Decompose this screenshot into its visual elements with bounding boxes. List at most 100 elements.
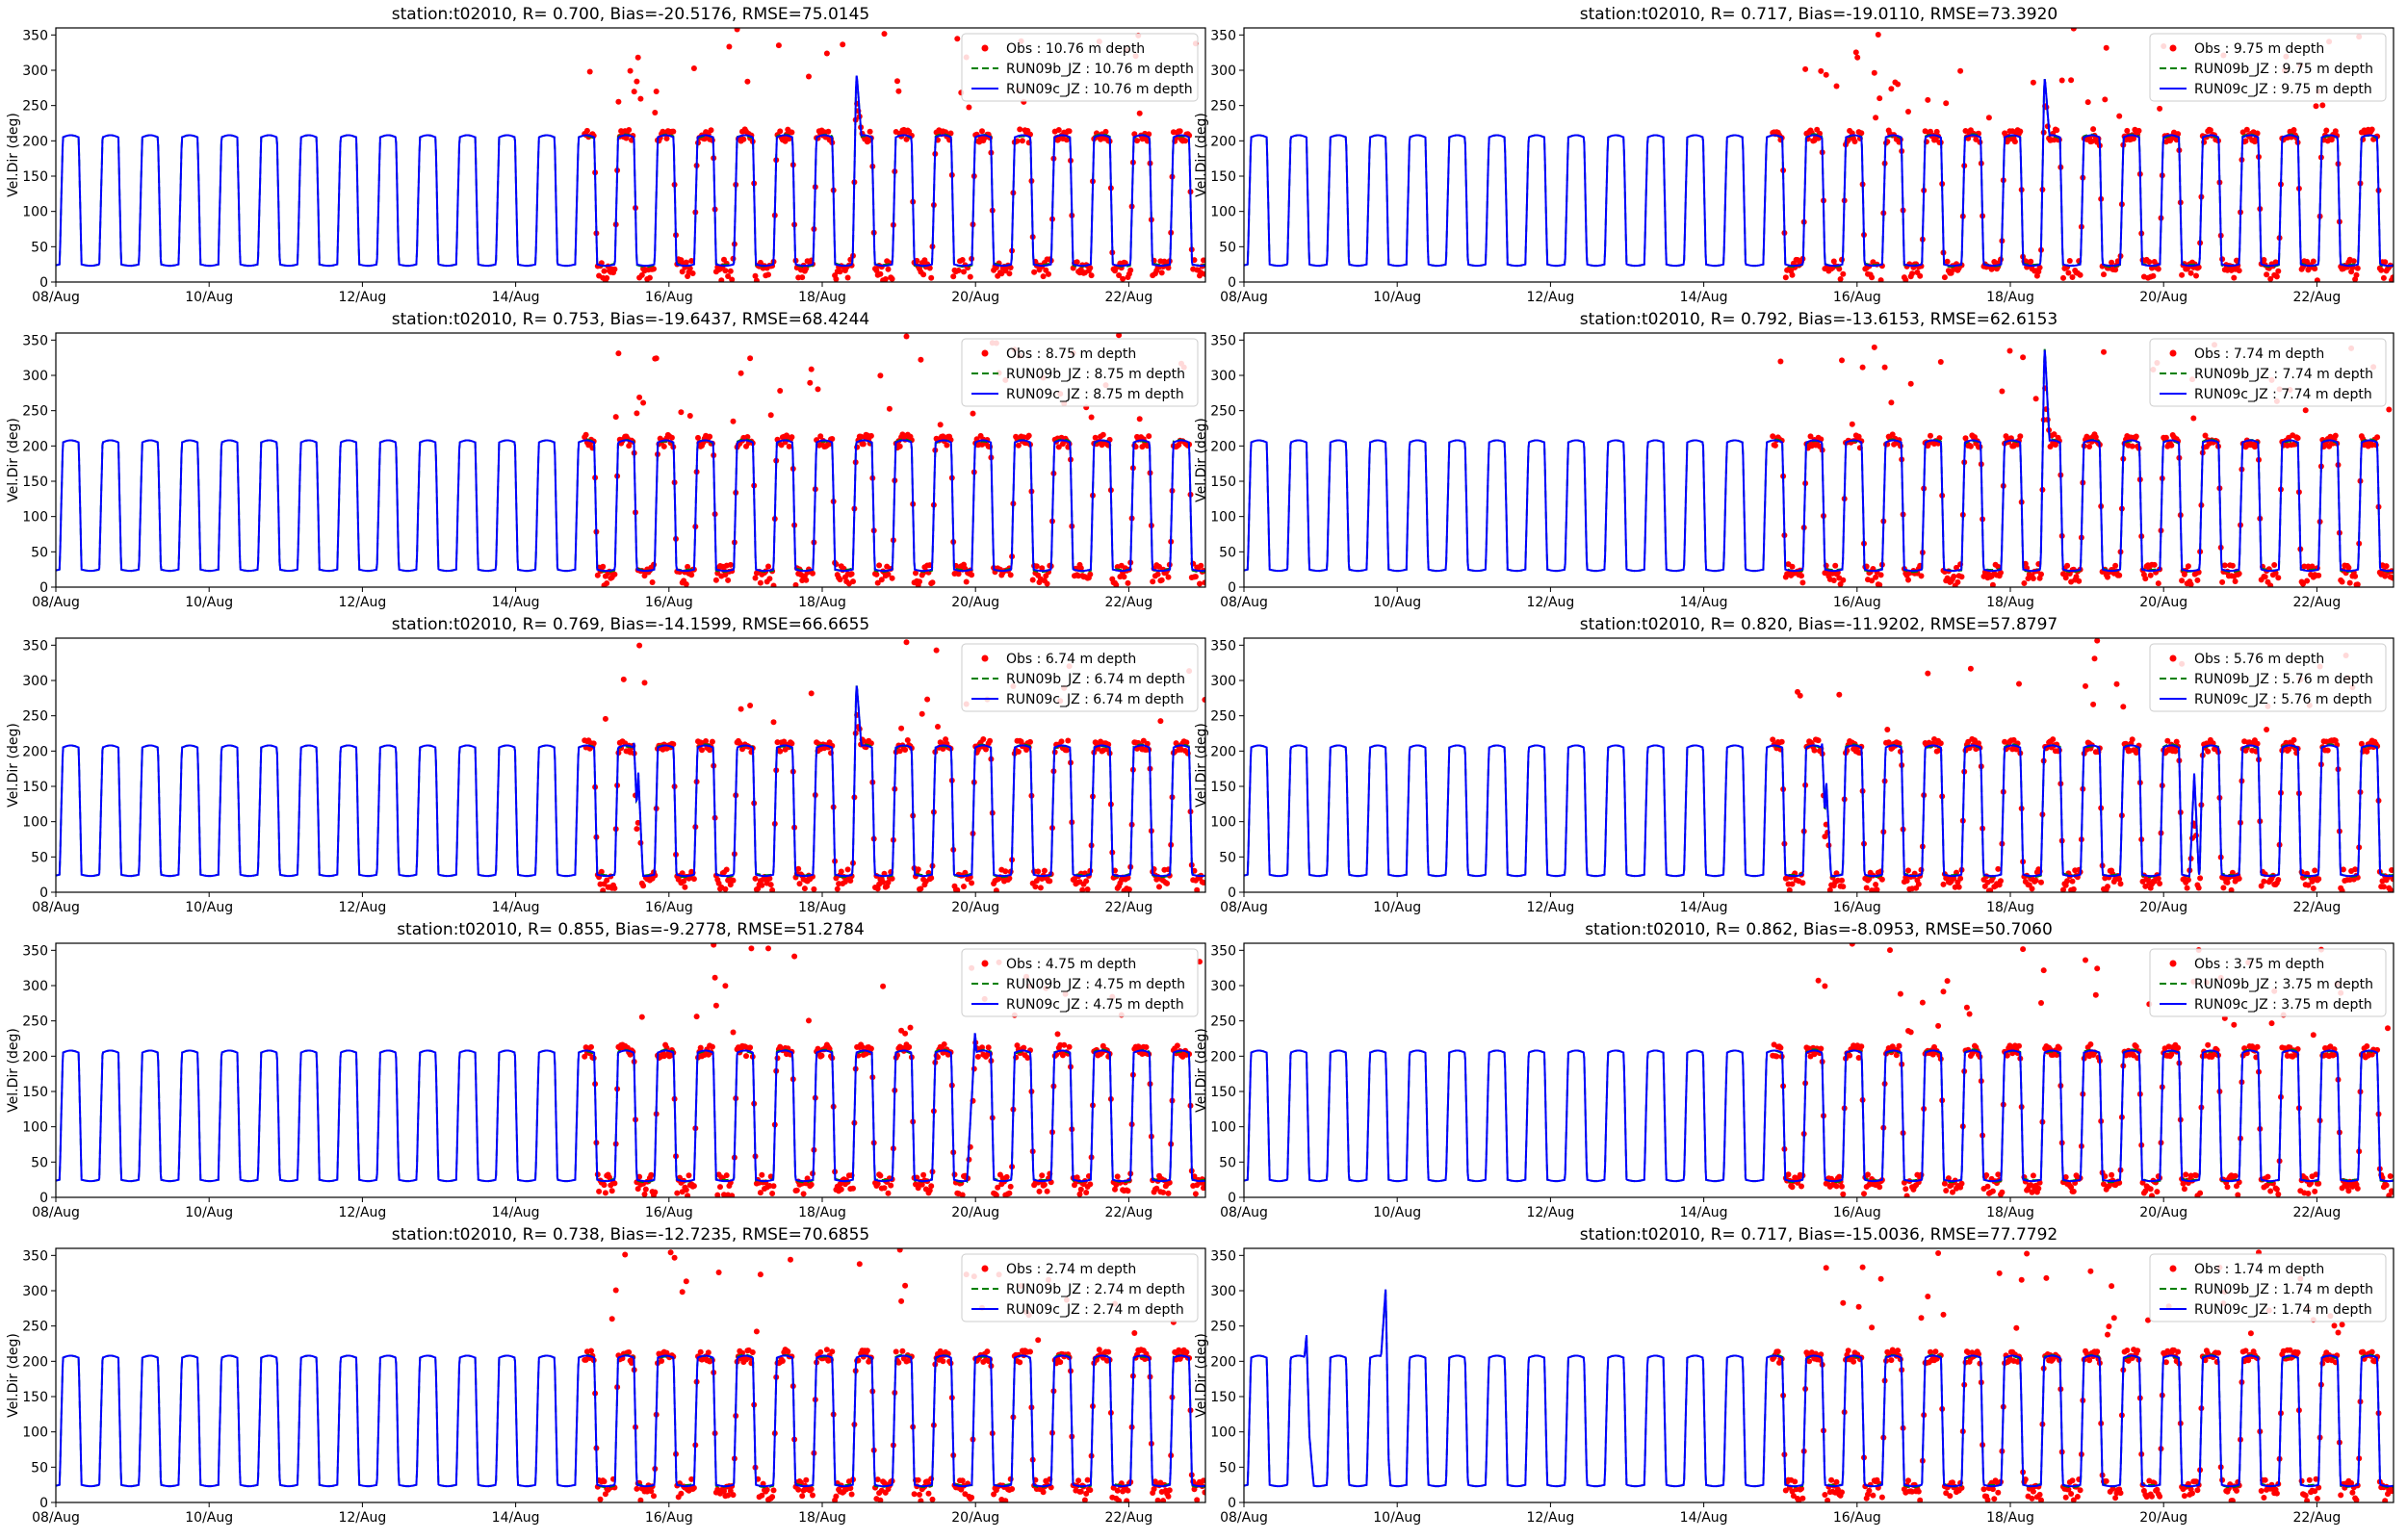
- obs-point: [674, 1190, 681, 1196]
- obs-point: [725, 577, 732, 583]
- obs-point: [1105, 1348, 1112, 1355]
- obs-point: [2272, 259, 2279, 266]
- axes-frame: [55, 332, 1206, 588]
- obs-point: [2267, 275, 2274, 282]
- obs-point: [894, 78, 900, 85]
- obs-point: [1815, 977, 1822, 984]
- obs-point: [2265, 1173, 2271, 1180]
- obs-point: [1937, 740, 1944, 747]
- obs-point: [1876, 95, 1883, 102]
- obs-point: [902, 747, 909, 753]
- legend-obs-marker: [2169, 349, 2177, 357]
- obs-point: [1116, 272, 1123, 278]
- obs-point: [2328, 137, 2335, 143]
- obs-point: [1884, 727, 1891, 732]
- obs-point: [594, 572, 601, 578]
- obs-point: [2175, 1044, 2182, 1051]
- x-tick-label: 20/Aug: [2139, 900, 2187, 915]
- obs-point: [2069, 1477, 2076, 1484]
- obs-point: [1165, 574, 1172, 580]
- y-tick-label: 300: [22, 1284, 48, 1299]
- obs-point: [611, 1180, 618, 1187]
- obs-point: [2275, 268, 2282, 274]
- plot-area: [1244, 342, 2394, 587]
- x-tick-label: 14/Aug: [492, 900, 540, 915]
- x-tick-label: 18/Aug: [1986, 290, 2034, 305]
- x-tick-label: 10/Aug: [1373, 1510, 1421, 1526]
- obs-point: [969, 880, 975, 886]
- x-tick-label: 18/Aug: [1986, 1205, 2034, 1220]
- x-tick-label: 14/Aug: [492, 290, 540, 305]
- obs-point: [765, 271, 771, 278]
- obs-point: [1006, 1190, 1013, 1196]
- obs-point: [825, 128, 832, 135]
- obs-point: [885, 571, 892, 578]
- obs-point: [808, 1181, 815, 1188]
- obs-point: [2150, 272, 2157, 279]
- y-tick-label: 100: [22, 510, 48, 526]
- obs-point: [1158, 577, 1165, 583]
- obs-point: [608, 1316, 615, 1322]
- axes-frame: [55, 27, 1206, 283]
- obs-point: [1191, 257, 1198, 264]
- x-tick-label: 16/Aug: [1833, 1205, 1881, 1220]
- obs-point: [2064, 562, 2071, 569]
- subplot-title: station:t02010, R= 0.717, Bias=-19.0110,…: [1580, 5, 2058, 24]
- obs-point: [848, 1491, 855, 1498]
- y-tick-label: 200: [1210, 744, 1236, 759]
- obs-point: [1087, 571, 1094, 578]
- obs-point: [1925, 670, 1931, 677]
- obs-point: [1840, 884, 1847, 890]
- obs-point: [709, 738, 715, 745]
- obs-point: [1202, 579, 1205, 586]
- obs-point: [1015, 442, 1022, 449]
- x-tick-label: 22/Aug: [2292, 1205, 2341, 1220]
- obs-point: [915, 1476, 921, 1483]
- y-tick-label: 50: [1219, 240, 1236, 255]
- subplot-title: station:t02010, R= 0.820, Bias=-11.9202,…: [1580, 615, 2058, 634]
- x-tick-label: 08/Aug: [1220, 1510, 1268, 1526]
- obs-point: [2310, 258, 2316, 265]
- obs-point: [1032, 884, 1039, 890]
- obs-point: [668, 434, 675, 441]
- obs-point: [1815, 737, 1822, 744]
- obs-point: [2271, 562, 2278, 568]
- obs-point: [770, 1487, 777, 1494]
- obs-point: [2229, 562, 2236, 569]
- y-tick-label: 150: [1210, 475, 1236, 490]
- obs-point: [1065, 737, 1072, 744]
- obs-point: [649, 579, 656, 585]
- y-tick-label: 200: [1210, 1049, 1236, 1065]
- obs-point: [903, 333, 910, 340]
- x-tick-label: 08/Aug: [32, 1205, 80, 1220]
- legend-label: RUN09b_JZ : 9.75 m depth: [2194, 62, 2373, 77]
- obs-point: [838, 1186, 844, 1193]
- obs-point: [1039, 565, 1046, 572]
- obs-point: [767, 882, 774, 888]
- obs-point: [1083, 878, 1090, 885]
- obs-point: [2243, 126, 2250, 133]
- y-tick-label: 150: [1210, 1390, 1236, 1405]
- obs-point: [1143, 1044, 1150, 1050]
- y-tick-label: 300: [22, 674, 48, 689]
- obs-point: [1799, 573, 1804, 579]
- obs-point: [885, 1190, 892, 1196]
- obs-point: [2267, 582, 2274, 587]
- y-tick-label: 100: [22, 1425, 48, 1441]
- obs-point: [2232, 578, 2239, 584]
- obs-point: [1869, 274, 1876, 281]
- obs-point: [2036, 265, 2043, 270]
- x-tick-label: 10/Aug: [185, 900, 233, 915]
- obs-point: [1866, 1487, 1873, 1494]
- y-tick-label: 250: [1210, 99, 1236, 115]
- obs-point: [850, 1185, 856, 1192]
- obs-point: [850, 578, 856, 585]
- obs-point: [844, 866, 851, 873]
- y-tick-label: 200: [1210, 134, 1236, 149]
- obs-point: [730, 1492, 737, 1499]
- obs-point: [1773, 1053, 1780, 1060]
- obs-point: [1839, 357, 1845, 364]
- obs-point: [1902, 1186, 1909, 1193]
- obs-point: [961, 884, 967, 889]
- obs-point: [2017, 433, 2024, 440]
